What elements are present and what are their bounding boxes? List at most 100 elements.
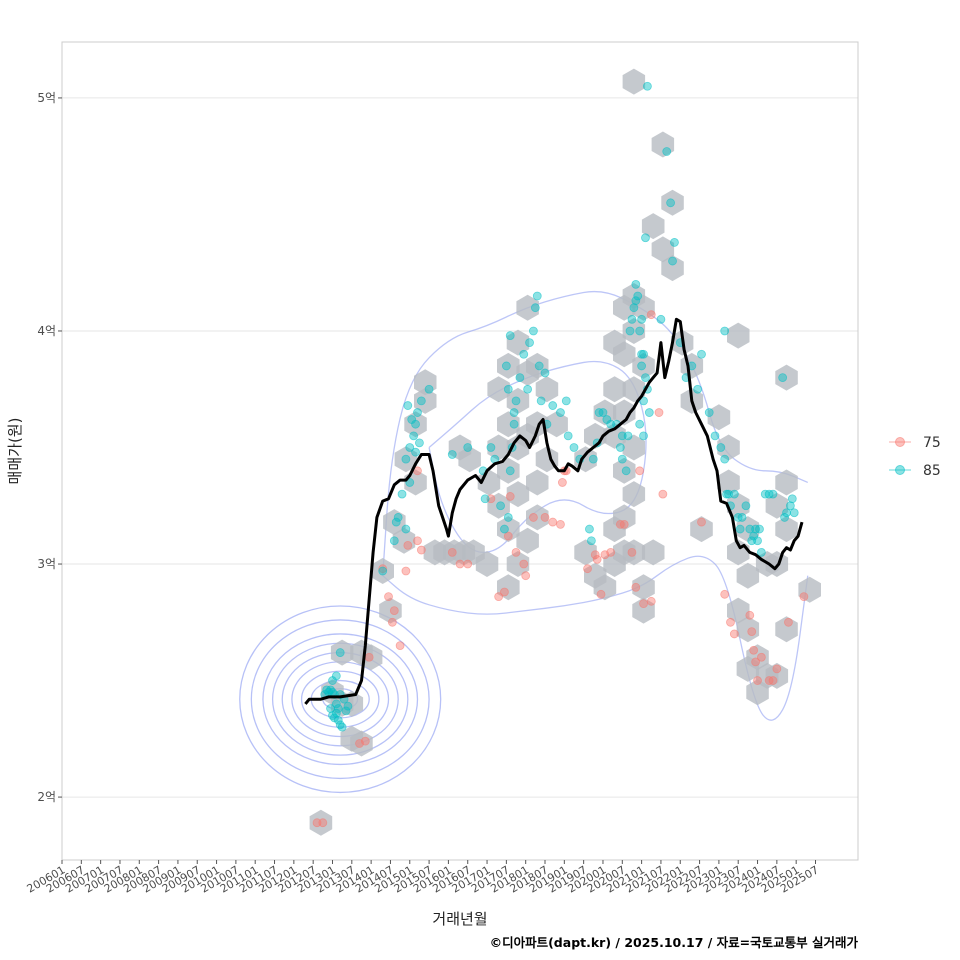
point-85-118 xyxy=(710,431,720,441)
hexbin-43 xyxy=(526,469,549,496)
point-75-9 xyxy=(395,641,405,650)
point-85-72 xyxy=(569,443,579,452)
point-85-134 xyxy=(755,524,764,534)
point-75-33 xyxy=(583,564,592,574)
point-75-51 xyxy=(726,617,735,627)
point-85-22 xyxy=(378,566,388,576)
hexbin-65 xyxy=(632,352,655,379)
hexbin-33 xyxy=(497,352,520,379)
trend-line xyxy=(304,317,804,705)
hexbin-79 xyxy=(651,236,675,263)
point-75-4 xyxy=(364,652,374,662)
point-75-52 xyxy=(729,629,739,639)
point-85-69 xyxy=(556,408,565,417)
point-85-94 xyxy=(635,326,645,336)
point-85-6 xyxy=(331,699,341,709)
point-85-16 xyxy=(331,671,341,681)
point-75-50 xyxy=(720,589,730,599)
hexbin-68 xyxy=(603,329,626,356)
hexbin-66 xyxy=(632,294,655,321)
point-75-19 xyxy=(494,592,504,602)
point-85-119 xyxy=(716,443,726,452)
grid-lines xyxy=(62,97,858,798)
point-85-59 xyxy=(523,384,533,394)
point-75-38 xyxy=(606,547,616,557)
point-75-40 xyxy=(619,520,629,529)
x-axis-title: 거래년월 xyxy=(432,910,487,928)
source-caption: ©디아파트(dapt.kr) / 2025.10.17 / 자료=국토교통부 실… xyxy=(490,935,859,950)
hexbin-40 xyxy=(535,376,559,403)
point-75-1 xyxy=(318,818,328,828)
point-85-54 xyxy=(501,361,511,371)
point-75-62 xyxy=(784,617,793,627)
point-85-70 xyxy=(561,396,571,406)
hexbin-73 xyxy=(632,597,655,624)
point-85-96 xyxy=(637,361,647,371)
point-85-49 xyxy=(505,466,515,476)
hexbin-32 xyxy=(497,411,520,438)
point-85-87 xyxy=(623,431,633,441)
hexbin-95 xyxy=(736,616,760,643)
point-75-41 xyxy=(627,547,637,557)
point-75-44 xyxy=(639,599,648,609)
hexbin-90 xyxy=(727,492,750,519)
point-85-33 xyxy=(413,408,422,417)
point-85-58 xyxy=(519,349,529,359)
density-ring-8 xyxy=(239,605,442,794)
point-75-27 xyxy=(540,513,550,522)
point-85-145 xyxy=(778,373,788,382)
hexbin-45 xyxy=(497,574,520,601)
point-85-34 xyxy=(416,396,426,406)
point-85-41 xyxy=(463,443,473,452)
hexbin-31 xyxy=(487,376,510,403)
hexbin-98 xyxy=(736,655,760,682)
point-85-19 xyxy=(335,648,345,657)
point-85-135 xyxy=(756,547,766,557)
hexbin-109 xyxy=(798,576,821,603)
hexbin-58 xyxy=(613,399,636,426)
hexbin-47 xyxy=(516,527,539,554)
point-85-27 xyxy=(401,524,411,534)
point-85-127 xyxy=(737,513,747,522)
point-75-58 xyxy=(756,652,766,662)
point-85-44 xyxy=(486,443,496,452)
point-85-38 xyxy=(411,447,420,457)
point-85-21 xyxy=(343,701,353,711)
point-85-90 xyxy=(629,303,639,313)
hexbin-56 xyxy=(603,422,626,449)
point-75-42 xyxy=(631,582,641,592)
point-75-43 xyxy=(635,466,645,476)
hexbin-13 xyxy=(404,411,427,438)
point-85-139 xyxy=(780,513,789,522)
point-85-74 xyxy=(585,524,594,534)
point-85-106 xyxy=(643,81,652,91)
hexbin-10 xyxy=(392,527,416,554)
hexbin-8 xyxy=(371,558,394,584)
point-75-5 xyxy=(378,564,388,574)
hexbin-46 xyxy=(506,551,530,577)
hexbin-9 xyxy=(383,509,406,536)
hexbin-93 xyxy=(736,562,760,589)
point-75-16 xyxy=(455,559,465,569)
y-tick-label-0: 2억 xyxy=(37,790,56,804)
point-85-52 xyxy=(511,396,521,406)
hexbin-59 xyxy=(622,434,646,461)
point-85-124 xyxy=(729,489,739,499)
x-axis: 2006012006072007012007072008012008072009… xyxy=(25,860,821,896)
hexbin-77 xyxy=(622,68,646,95)
point-75-60 xyxy=(768,676,778,685)
point-75-12 xyxy=(413,536,422,546)
point-85-71 xyxy=(563,431,573,441)
point-85-76 xyxy=(588,454,598,464)
hexbin-44 xyxy=(535,446,559,473)
hexbin-35 xyxy=(506,329,530,356)
point-85-95 xyxy=(637,349,647,359)
hexbin-41 xyxy=(545,411,568,438)
point-85-101 xyxy=(644,408,654,417)
point-85-53 xyxy=(503,384,513,394)
point-85-89 xyxy=(627,314,637,324)
point-75-35 xyxy=(592,554,602,564)
point-85-107 xyxy=(656,314,666,324)
hexbin-51 xyxy=(593,574,617,601)
point-75-17 xyxy=(463,559,473,569)
